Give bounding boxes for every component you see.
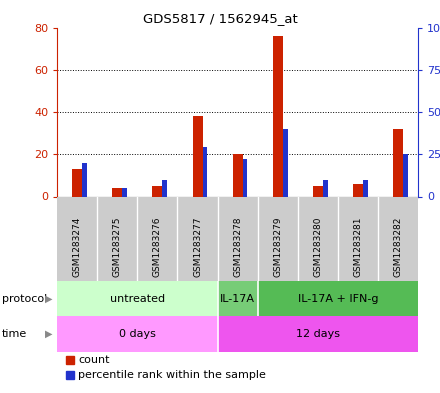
Bar	[217, 316, 418, 352]
Text: GSM1283282: GSM1283282	[393, 217, 403, 277]
Text: GSM1283278: GSM1283278	[233, 216, 242, 277]
Bar	[393, 129, 403, 196]
Text: GSM1283280: GSM1283280	[313, 216, 322, 277]
Bar	[283, 129, 287, 196]
Bar	[273, 36, 283, 197]
Text: GSM1283275: GSM1283275	[113, 216, 122, 277]
Bar	[57, 281, 217, 316]
Bar	[57, 316, 217, 352]
Bar	[72, 169, 82, 196]
Bar	[122, 188, 127, 196]
Text: ▶: ▶	[44, 294, 52, 304]
Text: percentile rank within the sample: percentile rank within the sample	[78, 370, 266, 380]
Text: IL-17A: IL-17A	[220, 294, 255, 304]
Bar	[202, 147, 207, 196]
Bar	[403, 154, 408, 196]
Text: IL-17A + IFN-g: IL-17A + IFN-g	[297, 294, 378, 304]
Bar	[353, 184, 363, 196]
Text: untreated: untreated	[110, 294, 165, 304]
Text: GSM1283279: GSM1283279	[273, 216, 282, 277]
Text: count: count	[78, 354, 110, 365]
Bar	[217, 281, 258, 316]
Text: ▶: ▶	[44, 329, 52, 339]
Text: protocol: protocol	[2, 294, 48, 304]
Bar	[242, 159, 247, 196]
Text: GSM1283276: GSM1283276	[153, 216, 162, 277]
Text: 12 days: 12 days	[296, 329, 340, 339]
Bar	[363, 180, 368, 196]
Bar	[162, 180, 167, 196]
Text: GSM1283274: GSM1283274	[73, 217, 82, 277]
Bar	[313, 186, 323, 196]
Text: time: time	[2, 329, 27, 339]
Text: GSM1283281: GSM1283281	[353, 216, 363, 277]
Bar	[193, 116, 202, 196]
Text: 0 days: 0 days	[119, 329, 156, 339]
Text: GDS5817 / 1562945_at: GDS5817 / 1562945_at	[143, 12, 297, 25]
Bar	[82, 163, 87, 196]
Bar	[152, 186, 162, 196]
Bar	[258, 281, 418, 316]
Text: GSM1283277: GSM1283277	[193, 216, 202, 277]
Bar	[323, 180, 328, 196]
Bar	[112, 188, 122, 196]
Bar	[233, 154, 242, 196]
